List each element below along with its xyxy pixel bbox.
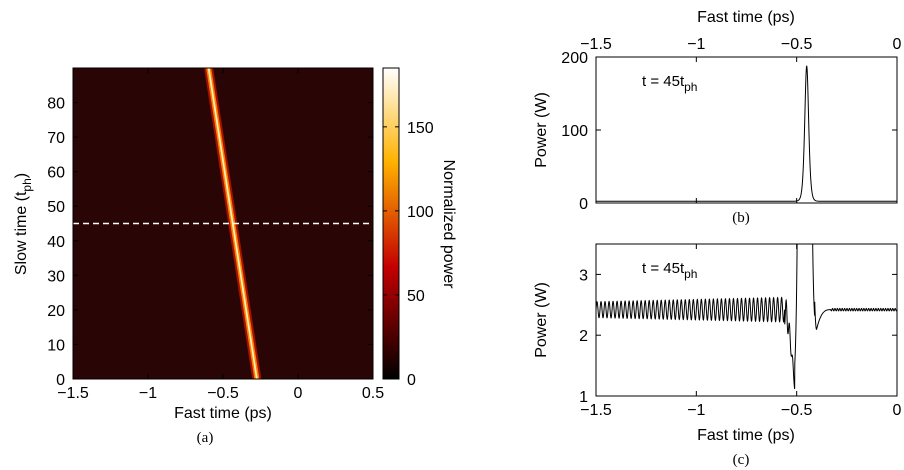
panel-c-ytick-label: 1	[579, 389, 588, 406]
panel-c-caption: (c)	[733, 452, 750, 468]
panel-c-xlabel: Fast time (ps)	[697, 427, 795, 444]
panel-c-xtick-label: 0	[893, 402, 902, 419]
panel-c-frame	[595, 243, 898, 397]
panel-b-ytick-label: 100	[561, 123, 588, 140]
panel-b-xtick-label: −0.5	[781, 36, 813, 53]
panel-b-ytick-label: 0	[579, 196, 588, 213]
panel-b-xlabel: Fast time (ps)	[697, 9, 795, 26]
panel-a-colorbar-tick-label: 150	[407, 120, 434, 137]
panel-a-xtick-label: −1	[139, 385, 157, 402]
panel-a-colorbar-tick-label: 0	[407, 372, 416, 389]
panel-a-xtick-label: 0.5	[362, 385, 384, 402]
panel-c-ylabel: Power (W)	[533, 282, 550, 358]
panel-a-colorbar-ticks: 0 50 100 150	[383, 120, 434, 389]
panel-a-ytick-label: 20	[47, 303, 65, 320]
panel-b-xtick-label: 0	[893, 36, 902, 53]
panel-c-ytick-label: 3	[579, 267, 588, 284]
panel-c-xtick-label: −1	[687, 402, 705, 419]
panel-a-xtick-label: 0	[294, 385, 303, 402]
panel-a-caption: (a)	[197, 430, 214, 446]
panel-a-xtick-label: −1.5	[57, 385, 89, 402]
panel-a-y-axis: 0 10 20 30 40 50 60 70 80	[47, 96, 373, 389]
panel-a-ytick-label: 50	[47, 199, 65, 216]
panel-b-y-axis: 0 100 200	[561, 50, 897, 213]
panel-b-xtick-label: −1.5	[580, 36, 612, 53]
panel-a-colorbar-tick-label: 50	[407, 288, 425, 305]
panel-a-xtick-label: −0.5	[207, 385, 239, 402]
panel-a-ytick-label: 40	[47, 234, 65, 251]
panel-b-annotation: t = 45tph	[642, 73, 697, 94]
panel-c-ytick-label: 2	[579, 328, 588, 345]
panel-b-xtick-label: −1	[687, 36, 705, 53]
panel-c-x-axis: −1.5 −1 −0.5 0	[580, 244, 902, 419]
panel-a-ytick-label: 10	[47, 337, 65, 354]
panel-a-ylabel: Slow time (tph)	[13, 173, 34, 275]
panel-c-annotation: t = 45tph	[642, 260, 697, 281]
panel-b-pulse-series	[596, 65, 897, 202]
panel-a-xlabel: Fast time (ps)	[174, 405, 272, 422]
panel-b: −1.5 −1 −0.5 0 0 100 200 Fast time (ps) Power…	[533, 9, 902, 226]
panel-a-colorbar-label: Normalized power	[440, 160, 457, 290]
panel-a-ytick-label: 80	[47, 96, 65, 113]
panel-c: −1.5 −1 −0.5 0 1 2 3 Fast time (ps) Power (W)…	[533, 243, 902, 468]
panel-a-soliton-track-core	[207, 68, 258, 379]
panel-b-caption: (b)	[732, 210, 750, 226]
panel-c-xtick-label: −1.5	[580, 402, 612, 419]
panel-a-x-axis: −1.5 −1 −0.5 0 0.5	[57, 68, 384, 402]
panel-a-ytick-label: 60	[47, 165, 65, 182]
panel-a-colorbar	[382, 67, 400, 380]
panel-b-ylabel: Power (W)	[533, 92, 550, 168]
panel-b-ytick-label: 200	[561, 50, 588, 67]
panel-c-waveform-series	[596, 244, 897, 390]
panel-a-ytick-label: 30	[47, 268, 65, 285]
panel-a-ytick-label: 70	[47, 130, 65, 147]
panel-c-xtick-label: −0.5	[781, 402, 813, 419]
panel-b-x-axis: −1.5 −1 −0.5 0	[580, 36, 902, 203]
panel-a-colorbar-tick-label: 100	[407, 204, 434, 221]
panel-a: −1.5 −1 −0.5 0 0.5 0 10 20 30 40 50 60 70 80 Fast ti…	[13, 67, 457, 446]
panel-c-y-axis: 1 2 3	[579, 267, 897, 406]
panel-a-ytick-label: 0	[56, 372, 65, 389]
